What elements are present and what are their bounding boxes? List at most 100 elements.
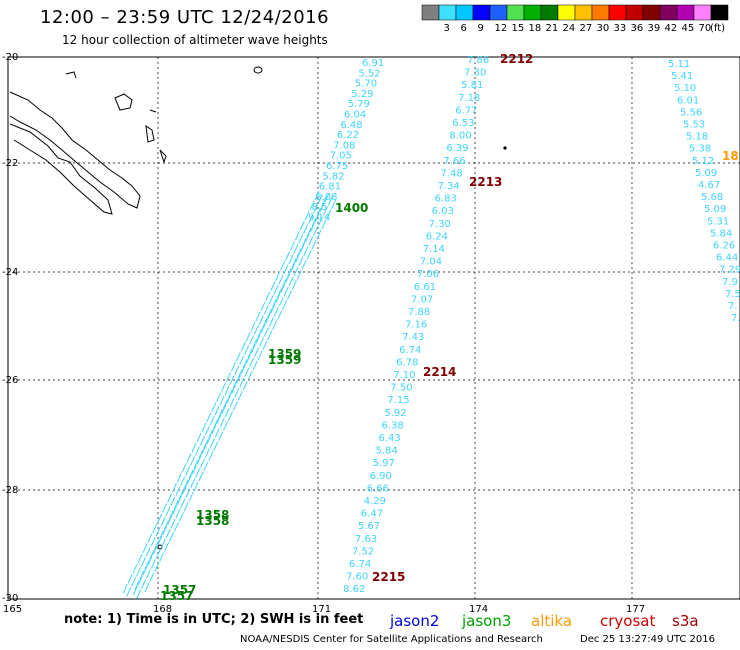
- colorbar-label: 9: [478, 23, 484, 34]
- swath-streak: [232, 401, 238, 411]
- track-value: 7.05: [330, 151, 352, 162]
- swath-streak: [234, 387, 240, 398]
- swath-streak: [317, 194, 323, 204]
- track-value: 7.9: [722, 277, 738, 288]
- swath-streak: [280, 283, 286, 293]
- swath-streak: [262, 318, 268, 328]
- track-value: 6.74: [349, 559, 371, 570]
- track-value: 7.30: [429, 219, 451, 230]
- swath-streak: [198, 449, 204, 460]
- pass-time-label: 1359: [268, 353, 301, 367]
- swath-streak: [277, 288, 282, 298]
- swath-streak: [257, 350, 263, 361]
- pass-time-label: 2212: [500, 52, 533, 66]
- swath-streak: [160, 516, 166, 527]
- colorbar-label: 30: [597, 23, 610, 34]
- track-value: 7.88: [408, 307, 430, 318]
- swath-streak: [245, 331, 251, 342]
- swath-streak: [296, 247, 302, 258]
- track-value: 7.08: [333, 140, 355, 151]
- swath-streak: [191, 465, 197, 475]
- swath-streak: [186, 475, 192, 485]
- swath-streak: [275, 293, 281, 304]
- swath-streak: [169, 532, 174, 542]
- swath-streak: [252, 338, 258, 349]
- swath-streak: [270, 281, 276, 291]
- legend-jason3: jason3: [462, 612, 512, 630]
- swath-streak: [273, 307, 279, 317]
- swath-streak: [178, 489, 184, 500]
- swath-streak: [154, 540, 160, 550]
- legend-altika: altika: [531, 612, 573, 630]
- swath-streak: [136, 567, 141, 577]
- colorbar-swatch: [557, 4, 576, 21]
- swath-streak: [259, 337, 264, 347]
- track-value: 6.53: [452, 118, 474, 129]
- track-value: 6.22: [337, 130, 359, 141]
- swath-streak: [240, 364, 246, 374]
- track-value: 6.90: [370, 471, 392, 482]
- swath-streak: [165, 506, 171, 517]
- swath-streak: [221, 404, 227, 414]
- swath-streak: [301, 260, 307, 270]
- track-value: 5.82: [322, 171, 344, 182]
- swath-streak: [293, 244, 299, 254]
- track-value: 7.63: [355, 534, 377, 545]
- colorbar-label: 24: [563, 23, 576, 34]
- lon-tick: 174: [469, 604, 488, 615]
- track-value: 5.70: [355, 79, 377, 90]
- swath-streak: [140, 557, 146, 567]
- swath-streak: [234, 365, 240, 375]
- swath-streak: [262, 340, 268, 351]
- swath-streak: [291, 258, 297, 268]
- pass-time-label: 1359: [268, 347, 301, 361]
- swath-streak: [196, 454, 202, 465]
- swath-streak: [137, 553, 143, 564]
- swath-streaks: [122, 190, 337, 599]
- swath-streak: [298, 234, 304, 244]
- swath-streak: [331, 199, 337, 209]
- swath-streak: [260, 301, 266, 312]
- swath-streak: [126, 587, 132, 597]
- lat-tick: -20: [2, 52, 18, 63]
- swath-streak: [196, 432, 202, 443]
- track-value: 7.18: [458, 93, 480, 104]
- track-value: 6.91: [362, 58, 384, 69]
- swath-streak: [185, 466, 191, 476]
- swath-streak: [230, 362, 236, 372]
- lat-tick: -22: [2, 158, 18, 169]
- swath-streak: [311, 239, 317, 250]
- coastline: [9, 66, 263, 215]
- track-value: 5.84: [710, 228, 732, 239]
- swath-streak: [226, 372, 231, 382]
- footer-timestamp: Dec 25 13:27:49 UTC 2016: [580, 634, 715, 645]
- track-value: 5.52: [358, 68, 380, 79]
- track-value: 5.38: [689, 144, 711, 155]
- track-value: 7.66: [443, 156, 465, 167]
- track-value: 7.86: [467, 55, 489, 66]
- swath-streak: [149, 550, 155, 560]
- grid: [8, 57, 740, 599]
- swath-streak: [306, 249, 312, 260]
- swath-streak: [214, 428, 220, 438]
- colorbar-label: 45: [682, 23, 695, 34]
- swath-streak: [163, 520, 169, 530]
- swath-streak: [309, 223, 315, 233]
- swath-streak: [240, 342, 246, 352]
- swath-streak: [213, 441, 219, 451]
- colorbar-swatch: [676, 4, 695, 21]
- swath-streak: [154, 562, 160, 572]
- map-subtitle: 12 hour collection of altimeter wave hei…: [62, 33, 328, 47]
- track-value: 7.16: [405, 320, 427, 331]
- swath-streak: [273, 284, 279, 295]
- swath-streak: [199, 436, 205, 446]
- colorbar-swatch: [421, 4, 440, 21]
- swath-streak: [167, 515, 173, 525]
- swath-streak: [272, 298, 278, 308]
- colorbar-label: 3: [444, 23, 450, 34]
- swath-streak: [183, 479, 189, 490]
- track-value: 5.10: [674, 83, 696, 94]
- colorbar-label: 36: [631, 23, 644, 34]
